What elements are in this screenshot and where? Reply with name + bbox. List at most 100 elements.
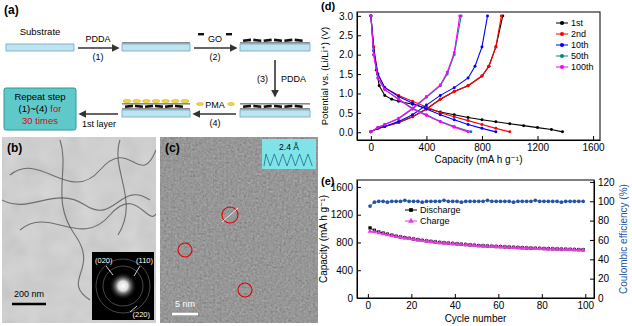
tick-label: 40 [450, 300, 462, 311]
tick-label: 2.5 [339, 30, 353, 41]
data-point [467, 130, 470, 133]
data-point [403, 236, 406, 239]
data-point [369, 14, 372, 17]
data-point [412, 199, 416, 203]
data-point [439, 83, 442, 86]
data-point [433, 199, 437, 203]
data-point [369, 130, 372, 133]
data-point [369, 130, 372, 133]
legend-label: 50th [571, 51, 589, 61]
go-flake [155, 105, 163, 108]
data-point [399, 199, 403, 203]
data-point [369, 14, 372, 17]
substrate [6, 44, 74, 51]
data-point [573, 199, 577, 203]
data-point [376, 76, 379, 79]
tick: 800 [336, 237, 361, 248]
x-axis: 020406080100 [358, 294, 595, 311]
data-point [541, 246, 546, 250]
sheet-edge [20, 204, 156, 230]
y-axis: 040080012001600 [331, 181, 361, 304]
substrate [240, 103, 310, 117]
substrate-block [240, 110, 310, 117]
tick-label: 20 [406, 300, 418, 311]
data-point [568, 199, 572, 203]
tick-label: 400 [336, 265, 353, 276]
tick-label: 1.0 [339, 88, 353, 99]
substrate [240, 39, 310, 51]
go-flake [175, 105, 183, 108]
schematic-panel: (a)SubstratePDDA(1)GO(2)(3)PDDAPMA(4)1st… [4, 3, 310, 130]
data-point [437, 240, 442, 244]
pdda-layer [240, 108, 310, 110]
tick-mark [455, 294, 456, 298]
data-point [494, 45, 497, 48]
legend-label: 10th [571, 40, 589, 50]
data-point [551, 199, 555, 203]
data-point [421, 239, 424, 242]
data-point [373, 200, 377, 204]
series-line [371, 16, 510, 132]
data-point [403, 198, 407, 202]
data-point [411, 107, 414, 110]
tick: 0 [590, 293, 604, 304]
figure: (a)SubstratePDDA(1)GO(2)(3)PDDAPMA(4)1st… [0, 0, 632, 326]
data-point [453, 90, 456, 93]
tick-mark [590, 240, 594, 241]
data-point [467, 123, 470, 126]
tick-mark [590, 201, 594, 202]
data-point [394, 235, 397, 238]
legend-label: Charge [420, 216, 450, 226]
chart: 0204060801000400800120016000204060801001… [318, 175, 629, 324]
data-point [507, 199, 511, 203]
tick-label: 1.5 [339, 69, 353, 80]
data-point [397, 95, 400, 98]
data-point [480, 127, 483, 130]
tick-label: 400 [419, 142, 436, 153]
substrate-label: Substrate [20, 26, 61, 37]
panel-label: (d) [321, 0, 335, 12]
data-point [433, 239, 438, 243]
series-line [371, 16, 468, 132]
data-point [425, 95, 428, 98]
data-point [522, 124, 525, 127]
sheet-edge [60, 140, 90, 300]
inset-label: 2.4 Å [279, 142, 299, 152]
data-point [434, 240, 437, 243]
data-point [469, 130, 472, 133]
data-point [377, 230, 380, 233]
legend-swatch [408, 218, 414, 223]
data-point [555, 246, 560, 250]
go-flake [295, 105, 303, 108]
inset-label: (220) [132, 310, 150, 319]
saed-center [109, 272, 137, 300]
tick: 0 [369, 136, 375, 153]
tick-mark [357, 74, 361, 75]
data-point [477, 199, 481, 203]
data-point [453, 126, 456, 129]
data-point [546, 246, 551, 250]
data-point [386, 232, 389, 235]
go-flake [125, 105, 133, 108]
data-point [376, 76, 379, 79]
data-point [459, 242, 464, 246]
data-point [576, 247, 581, 251]
tick-mark [542, 294, 543, 298]
data-point [494, 45, 497, 48]
data-point [439, 120, 442, 123]
data-point [415, 237, 420, 241]
data-point [494, 199, 498, 203]
data-point [439, 94, 442, 97]
data-point [424, 238, 429, 242]
tick-mark [585, 294, 586, 298]
data-point [439, 98, 442, 101]
pma-cluster [123, 99, 131, 102]
pdda-layer [122, 42, 190, 44]
data-point [451, 199, 455, 203]
tick-label: 1200 [331, 209, 354, 220]
data-point [480, 118, 483, 121]
tick-label: 100 [598, 196, 615, 207]
data-point [383, 123, 386, 126]
data-point [533, 198, 537, 202]
go-flake [226, 33, 232, 35]
